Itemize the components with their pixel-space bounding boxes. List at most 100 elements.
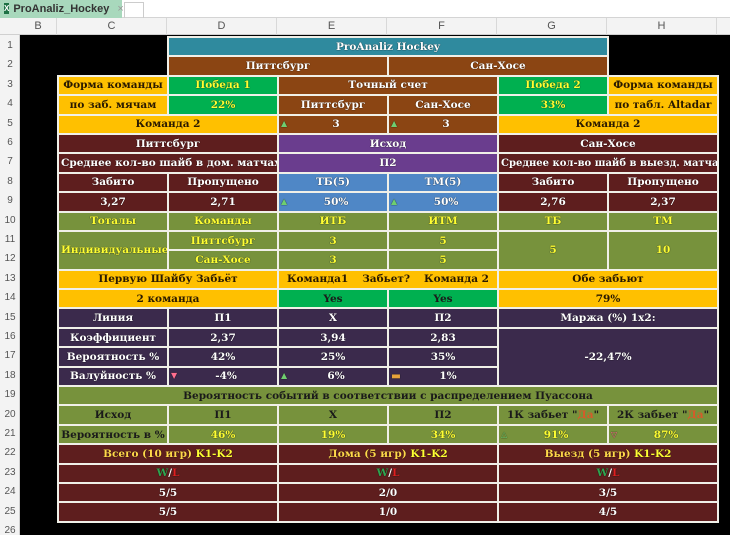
row-header[interactable]: 15 (4, 311, 16, 323)
totals-h: Тоталы (57, 210, 169, 232)
value-p2: 1% (439, 370, 457, 383)
row-header[interactable]: 19 (4, 389, 16, 401)
row-header[interactable]: 1 (7, 40, 13, 51)
poisson-k2: 87% (653, 428, 679, 441)
will-score-q: Забьет? (362, 273, 411, 286)
row-header[interactable]: 7 (7, 156, 13, 168)
scored-label: Забито (57, 171, 169, 194)
row-header[interactable]: 9 (7, 195, 13, 207)
form-left-2: по заб. мячам (57, 94, 169, 116)
k1-score-yes-label: 1К забьет "Да" (497, 404, 609, 426)
row-header[interactable]: 14 (4, 292, 16, 304)
poisson-p1: 46% (167, 423, 279, 446)
value-x: 6% (327, 370, 345, 383)
totals-team1: Питтсбург (167, 229, 279, 252)
row-header[interactable]: 10 (4, 214, 16, 226)
row-header[interactable]: 21 (4, 428, 16, 439)
poisson-k1: 91% (543, 428, 569, 441)
coef-x: 3,94 (277, 326, 389, 349)
conceded-label: Пропущено (167, 171, 279, 194)
totals-h: ТМ (607, 210, 719, 232)
wl-total: 5/5 (57, 481, 279, 504)
team2-name: Сан-Хосе (387, 55, 609, 77)
row-header[interactable]: 5 (7, 117, 13, 129)
k2-score-yes-label: 2К забьет "Да" (607, 404, 719, 426)
outcome-label: Исход (277, 132, 499, 155)
exact-score-label: Точный счет (277, 74, 499, 97)
row-header[interactable]: 12 (4, 253, 16, 265)
workbook-tab[interactable]: X ProAnaliz_Hockey × (0, 0, 124, 18)
down-arrow-icon: ▼ (171, 370, 178, 381)
t2-itm: 5 (387, 249, 499, 271)
individual-label: Индивидуальные (57, 229, 169, 271)
scored-label: Забито (497, 171, 609, 194)
new-tab-button[interactable] (124, 2, 144, 18)
row-header[interactable]: 16 (4, 331, 16, 342)
row-header[interactable]: 17 (4, 350, 16, 362)
value-p1: -4% (215, 370, 237, 383)
totals-h: ИТМ (387, 210, 499, 232)
wl-away: 3/5 (497, 481, 719, 504)
row-header[interactable]: 18 (4, 369, 16, 381)
row-header[interactable]: 11 (4, 234, 16, 245)
row-header[interactable]: 4 (7, 98, 13, 110)
tm-value: 50% (433, 195, 459, 208)
hockey-analysis-table: ProAnaliz Hockey Питтсбург Сан-Хосе Форма… (57, 35, 719, 523)
wl-header: W/L (497, 462, 719, 485)
k2-label: Команда 2 (424, 273, 489, 286)
row-header[interactable]: 24 (4, 486, 16, 498)
row-header[interactable]: 3 (7, 78, 13, 90)
both-score-label: Обе забьют (497, 268, 719, 291)
conceded-label: Пропущено (607, 171, 719, 194)
row-header[interactable]: 26 (4, 525, 16, 536)
close-icon[interactable]: × (117, 3, 124, 15)
row-header[interactable]: 22 (4, 447, 16, 459)
col-f[interactable]: F (387, 18, 497, 35)
poisson-row-label: Вероятность в % (57, 423, 169, 446)
col-g[interactable]: G (497, 18, 607, 35)
wl-home: 2/0 (277, 481, 499, 504)
col-b[interactable]: B (20, 18, 57, 35)
exact-team1: Питтсбург (277, 94, 389, 116)
row-header[interactable]: 2 (7, 59, 13, 71)
away-scored: 2,76 (497, 191, 609, 213)
prob-label: Вероятность % (57, 346, 169, 368)
up-arrow-icon: ▲ (281, 118, 288, 129)
away-conceded: 2,37 (607, 191, 719, 213)
win1-value: 22% (167, 94, 279, 116)
excel-icon: X (4, 3, 10, 14)
coef-p2: 2,83 (387, 326, 499, 349)
team-label-right: Команда 2 (497, 113, 719, 135)
wl-home: 1/0 (277, 501, 499, 523)
margin-value: -22,47% (497, 326, 719, 388)
row-header[interactable]: 6 (7, 137, 13, 148)
k2-yes: Yes (387, 288, 499, 310)
form-right-1: Форма команды (607, 74, 719, 97)
row-headers: 1 2 3 4 5 6 7 8 9 10 11 12 13 14 15 16 17 18 19 20 21 22 23 24 2… (0, 35, 20, 536)
row-header[interactable]: 8 (7, 175, 13, 187)
row-header[interactable]: 13 (4, 272, 16, 284)
total-tm: 10 (607, 229, 719, 271)
totals-team2: Сан-Хосе (167, 249, 279, 271)
col-e[interactable]: E (277, 18, 387, 35)
column-headers: B C D E F G H (0, 18, 730, 35)
wl-away: 4/5 (497, 501, 719, 523)
row-header[interactable]: 20 (4, 408, 16, 420)
up-arrow-icon: △ (501, 428, 508, 439)
margin-label: Маржа (%) 1x2: (497, 307, 719, 329)
home-conceded: 2,71 (167, 191, 279, 213)
form-left-1: Форма команды (57, 74, 169, 97)
line-h: П1 (167, 307, 279, 329)
row-header[interactable]: 23 (4, 466, 16, 478)
row-header[interactable]: 25 (4, 505, 16, 517)
exact-team2: Сан-Хосе (387, 94, 499, 116)
wl-header: W/L (57, 462, 279, 485)
wl-total: 5/5 (57, 501, 279, 523)
home-scored: 3,27 (57, 191, 169, 213)
up-arrow-icon: ▲ (281, 195, 288, 206)
coef-label: Коэффициент (57, 326, 169, 349)
col-c[interactable]: C (57, 18, 167, 35)
col-d[interactable]: D (167, 18, 277, 35)
col-h[interactable]: H (607, 18, 717, 35)
prob-p2: 35% (387, 346, 499, 368)
